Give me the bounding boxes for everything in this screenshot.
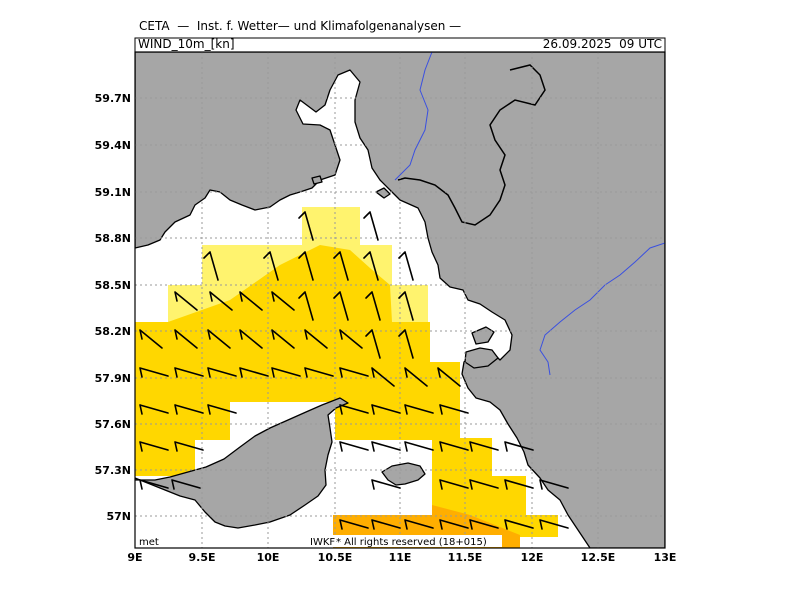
wind-barb (271, 367, 301, 378)
copyright-text: * All rights reserved (18+015) (336, 537, 487, 548)
wind-barb (298, 211, 314, 241)
wind-barb (174, 291, 198, 311)
lat-tick-label: 57.6N (95, 418, 131, 431)
wind-barb (174, 367, 204, 378)
wind-barb (371, 404, 401, 415)
wind-barb (139, 441, 169, 452)
lat-tick-label: 57.3N (95, 464, 131, 477)
wind-barb (271, 329, 295, 349)
wind-barb (504, 479, 534, 490)
wind-barb (504, 441, 534, 452)
wind-barb (371, 519, 401, 530)
lat-tick-label: 59.7N (95, 92, 131, 105)
lon-tick-label: 12.5E (581, 551, 616, 564)
lat-tick-label: 58.2N (95, 325, 131, 338)
lon-tick-label: 11E (389, 551, 412, 564)
wind-barb (371, 441, 401, 452)
lat-tick-label: 57N (106, 510, 131, 523)
wind-barb (239, 367, 269, 378)
rivers (394, 52, 665, 376)
wind-barb (539, 479, 569, 490)
wind-barb (171, 479, 201, 490)
wind-barb (209, 291, 233, 311)
wind-barb (339, 404, 369, 415)
wind-barb (398, 251, 414, 281)
wind-barb (174, 329, 198, 349)
lon-tick-label: 10.5E (318, 551, 353, 564)
lon-axis: 9E 9.5E 10E 10.5E 11E 11.5E 12E 12.5E 13… (127, 551, 676, 564)
wind-barb (439, 404, 469, 415)
wind-barb (339, 329, 363, 349)
wind-barb (365, 329, 381, 359)
met-box (137, 536, 177, 547)
met-mark: met (139, 537, 159, 548)
wind-barb (304, 367, 334, 378)
wind-barb (239, 329, 263, 349)
wind-barb (139, 329, 163, 349)
wind-barb (298, 291, 314, 321)
wind-barb (439, 519, 469, 530)
lon-tick-label: 13E (654, 551, 677, 564)
wind-barb (398, 291, 414, 321)
wind-barb (304, 329, 328, 349)
wind-barb (339, 367, 369, 378)
wind-barb (398, 329, 414, 359)
wind-barb (263, 251, 279, 281)
wind-barb (333, 251, 349, 281)
wind-barb (339, 519, 369, 530)
wind-barb (404, 367, 428, 387)
wind-barb (139, 404, 169, 415)
map-title: CETA — Inst. f. Wetter— und Klimafolgena… (139, 19, 462, 33)
wind-barb (207, 367, 237, 378)
lat-tick-label: 59.1N (95, 186, 131, 199)
wind-barb (404, 404, 434, 415)
wind-barb (363, 211, 379, 241)
parameter-label: WIND_10m_[kn] (138, 37, 235, 51)
valid-time: 26.09.2025 09 UTC (542, 37, 662, 51)
lon-tick-label: 9E (127, 551, 142, 564)
wind-barb (203, 251, 219, 281)
wind-barb (404, 519, 434, 530)
wind-barb (469, 479, 499, 490)
lat-tick-label: 58.8N (95, 232, 131, 245)
wind-barb (207, 404, 237, 415)
lat-tick-label: 58.5N (95, 279, 131, 292)
wind-barb (371, 367, 395, 387)
wind-barb (174, 404, 204, 415)
wind-barb (239, 291, 263, 311)
lat-tick-label: 57.9N (95, 372, 131, 385)
wind-barbs (139, 211, 569, 530)
wind-barb (333, 291, 349, 321)
wind-barb (365, 291, 381, 321)
wind-barb (174, 441, 204, 452)
wind-barb (371, 479, 401, 490)
wind-barb (139, 479, 169, 490)
wind-barb (298, 251, 314, 281)
lon-tick-label: 9.5E (188, 551, 215, 564)
wind-barb (339, 441, 369, 452)
wind-barb (469, 519, 499, 530)
graticule (135, 52, 665, 548)
wind-barb (404, 441, 434, 452)
wind-barb (437, 367, 461, 387)
wind-barb (504, 519, 534, 530)
wind-barb (139, 367, 169, 378)
lat-tick-label: 59.4N (95, 139, 131, 152)
lon-tick-label: 10E (257, 551, 280, 564)
map-frame (134, 51, 666, 549)
lon-tick-label: 12E (521, 551, 544, 564)
lat-axis: 59.7N 59.4N 59.1N 58.8N 58.5N 58.2N 57.9… (95, 92, 131, 523)
wind-barb (363, 251, 379, 281)
wind-barb (439, 441, 469, 452)
copyright-box (308, 535, 502, 547)
wind-barb (469, 441, 499, 452)
copyright-credit: IWKF (310, 537, 335, 548)
lon-tick-label: 11.5E (448, 551, 483, 564)
wind-barb (271, 291, 295, 311)
header-frame (134, 37, 666, 53)
wind-barb (439, 479, 469, 490)
wind-barb (207, 329, 231, 349)
wind-barb (539, 519, 569, 530)
